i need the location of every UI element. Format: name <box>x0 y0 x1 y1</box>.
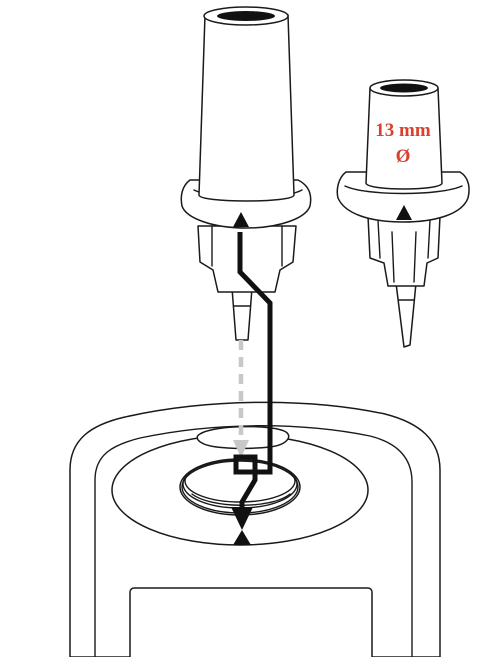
triangle-up-icon <box>396 205 412 220</box>
rotate-insert-path <box>231 232 273 545</box>
arrow-down-icon <box>231 507 253 530</box>
triangle-up-icon <box>233 530 251 545</box>
instrument-display-window <box>129 587 373 657</box>
triangle-up-icon <box>233 212 249 227</box>
small-adapter-13mm[interactable]: 13 mm Ø <box>336 79 470 348</box>
direct-insert-path <box>233 340 249 458</box>
diameter-symbol-label: Ø <box>396 146 411 167</box>
adapter-size-label: 13 mm <box>375 120 431 141</box>
large-adapter[interactable] <box>180 6 312 341</box>
